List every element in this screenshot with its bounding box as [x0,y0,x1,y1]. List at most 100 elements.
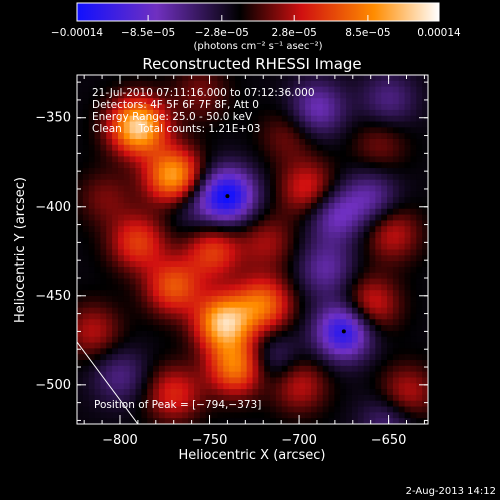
heatmap-cell [281,80,289,88]
heatmap-cell [123,156,131,163]
heatmap-cell [176,243,183,251]
heatmap-cell [311,138,318,146]
heatmap-cell [240,389,248,396]
heatmap-cell [328,307,335,315]
heatmap-cell [199,290,207,297]
heatmap-cell [229,255,236,262]
heatmap-cell [281,202,289,210]
heatmap-cell [188,144,195,152]
heatmap-cell [275,394,283,402]
heatmap-cell [153,307,160,315]
heatmap-cell [223,290,230,297]
heatmap-cell [153,173,160,181]
heatmap-cell [305,383,312,390]
heatmap-cell [351,348,359,355]
heatmap-cell [223,185,230,192]
heatmap-cell [117,354,125,361]
limb-line [77,341,139,424]
heatmap-cell [112,237,119,245]
heatmap-cell [176,394,183,402]
heatmap-cell [270,75,277,82]
heatmap-cell [357,418,365,424]
heatmap-cell [153,185,160,192]
heatmap-cell [398,168,406,175]
heatmap-cell [410,360,417,367]
heatmap-cell [346,162,353,169]
heatmap-cell [252,162,259,169]
heatmap-cell [404,185,412,192]
heatmap-cell [416,342,423,349]
heatmap-cell [392,266,400,274]
heatmap-cell [129,86,137,94]
heatmap-cell [141,272,148,280]
heatmap-cell [369,232,376,239]
heatmap-cell [194,383,201,390]
heatmap-cell [100,272,107,280]
heatmap-cell [340,354,347,361]
heatmap-cell [194,278,201,285]
heatmap-cell [106,162,113,169]
heatmap-cell [369,237,376,245]
heatmap-cell [176,109,183,117]
heatmap-cell [351,127,359,134]
heatmap-cell [211,191,218,198]
heatmap-cell [205,92,213,99]
heatmap-cell [381,255,388,262]
heatmap-cell [316,75,324,82]
heatmap-cell [264,319,271,326]
heatmap-cell [82,138,90,146]
heatmap-cell [287,150,295,158]
heatmap-cell [77,377,84,384]
heatmap-cell [223,394,230,402]
heatmap-cell [387,383,394,390]
heatmap-cell [369,104,376,111]
heatmap-cell [311,92,318,99]
heatmap-cell [293,150,300,158]
heatmap-cell [194,214,201,222]
x-tick-label: −800 [102,433,138,448]
heatmap-cell [264,232,271,239]
heatmap-cell [129,202,137,210]
heatmap-cell [346,92,353,99]
heatmap-cell [211,342,218,349]
heatmap-cell [82,261,90,268]
heatmap-cell [334,220,341,227]
heatmap-cell [94,330,101,338]
heatmap-cell [194,255,201,262]
heatmap-cell [281,220,289,227]
heatmap-cell [340,278,347,285]
heatmap-cell [375,406,382,413]
heatmap-cell [170,220,178,227]
heatmap-cell [135,243,142,251]
heatmap-cell [129,406,137,413]
heatmap-cell [252,412,259,419]
heatmap-cell [158,156,166,163]
heatmap-cell [141,179,148,187]
heatmap-cell [404,150,412,158]
heatmap-cell [188,313,195,320]
heatmap-cell [305,185,312,192]
heatmap-cell [82,197,90,204]
heatmap-cell [240,104,248,111]
heatmap-cell [211,133,218,140]
heatmap-cell [422,266,428,274]
heatmap-cell [112,412,119,419]
heatmap-cell [357,307,365,315]
heatmap-cell [293,86,300,94]
heatmap-cell [211,104,218,111]
heatmap-cell [205,319,213,326]
heatmap-cell [299,272,306,280]
heatmap-cell [205,220,213,227]
heatmap-cell [77,191,84,198]
heatmap-cell [164,389,172,396]
heatmap-cell [422,255,428,262]
heatmap-cell [404,418,412,424]
heatmap-cell [322,272,330,280]
heatmap-cell [299,237,306,245]
heatmap-cell [117,168,125,175]
heatmap-cell [252,226,259,233]
heatmap-cell [252,348,259,355]
heatmap-cell [351,377,359,384]
heatmap-cell [182,138,189,146]
heatmap-cell [287,278,295,285]
